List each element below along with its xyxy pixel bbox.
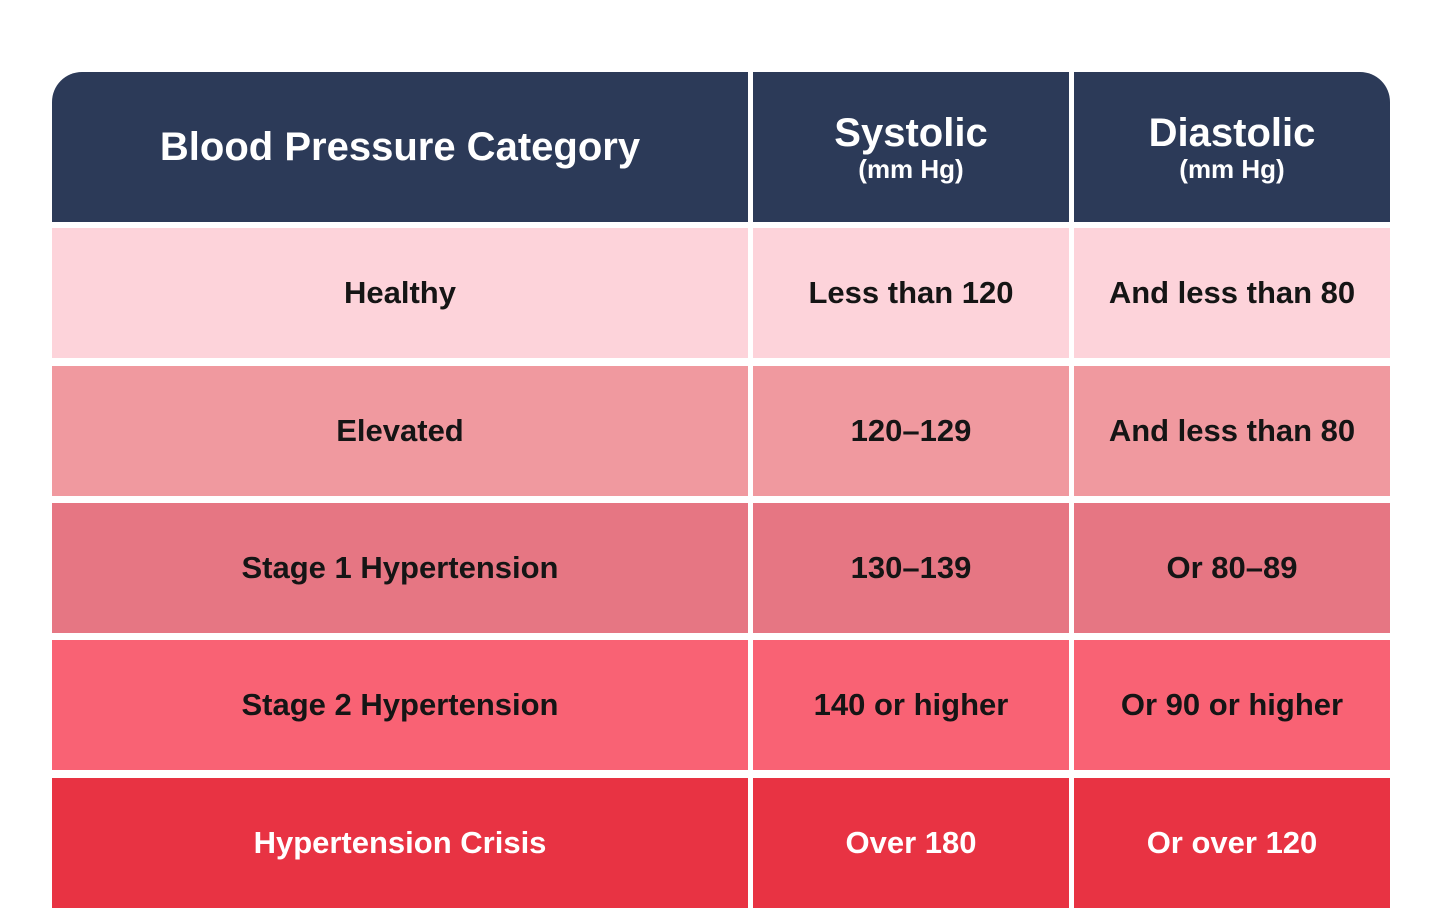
table-cell: Or over 120 (1074, 778, 1390, 908)
table-cell: And less than 80 (1074, 366, 1390, 496)
header-title: Diastolic (1148, 111, 1316, 155)
header-unit: (mm Hg) (1179, 154, 1285, 184)
header-title: Blood Pressure Category (159, 125, 641, 169)
table-cell: Over 180 (753, 778, 1069, 908)
table-cell: Stage 1 Hypertension (52, 503, 748, 633)
table-cell: 120–129 (753, 366, 1069, 496)
table-cell: Stage 2 Hypertension (52, 640, 748, 770)
table-cell: Healthy (52, 228, 748, 358)
table-cell: Elevated (52, 366, 748, 496)
table-cell: Or 90 or higher (1074, 640, 1390, 770)
header-cell: Systolic (mm Hg) (753, 72, 1069, 222)
table-cell: Hypertension Crisis (52, 778, 748, 908)
table-cell: And less than 80 (1074, 228, 1390, 358)
header-cell: Diastolic (mm Hg) (1074, 72, 1390, 222)
table-cell: Less than 120 (753, 228, 1069, 358)
table-cell: 130–139 (753, 503, 1069, 633)
table-cell: Or 80–89 (1074, 503, 1390, 633)
table-cell: 140 or higher (753, 640, 1069, 770)
header-title: Systolic (834, 111, 988, 155)
header-cell: Blood Pressure Category (52, 72, 748, 222)
page: Blood Pressure Category Systolic (mm Hg) Di… (52, 72, 1390, 908)
header-unit: (mm Hg) (858, 154, 964, 184)
